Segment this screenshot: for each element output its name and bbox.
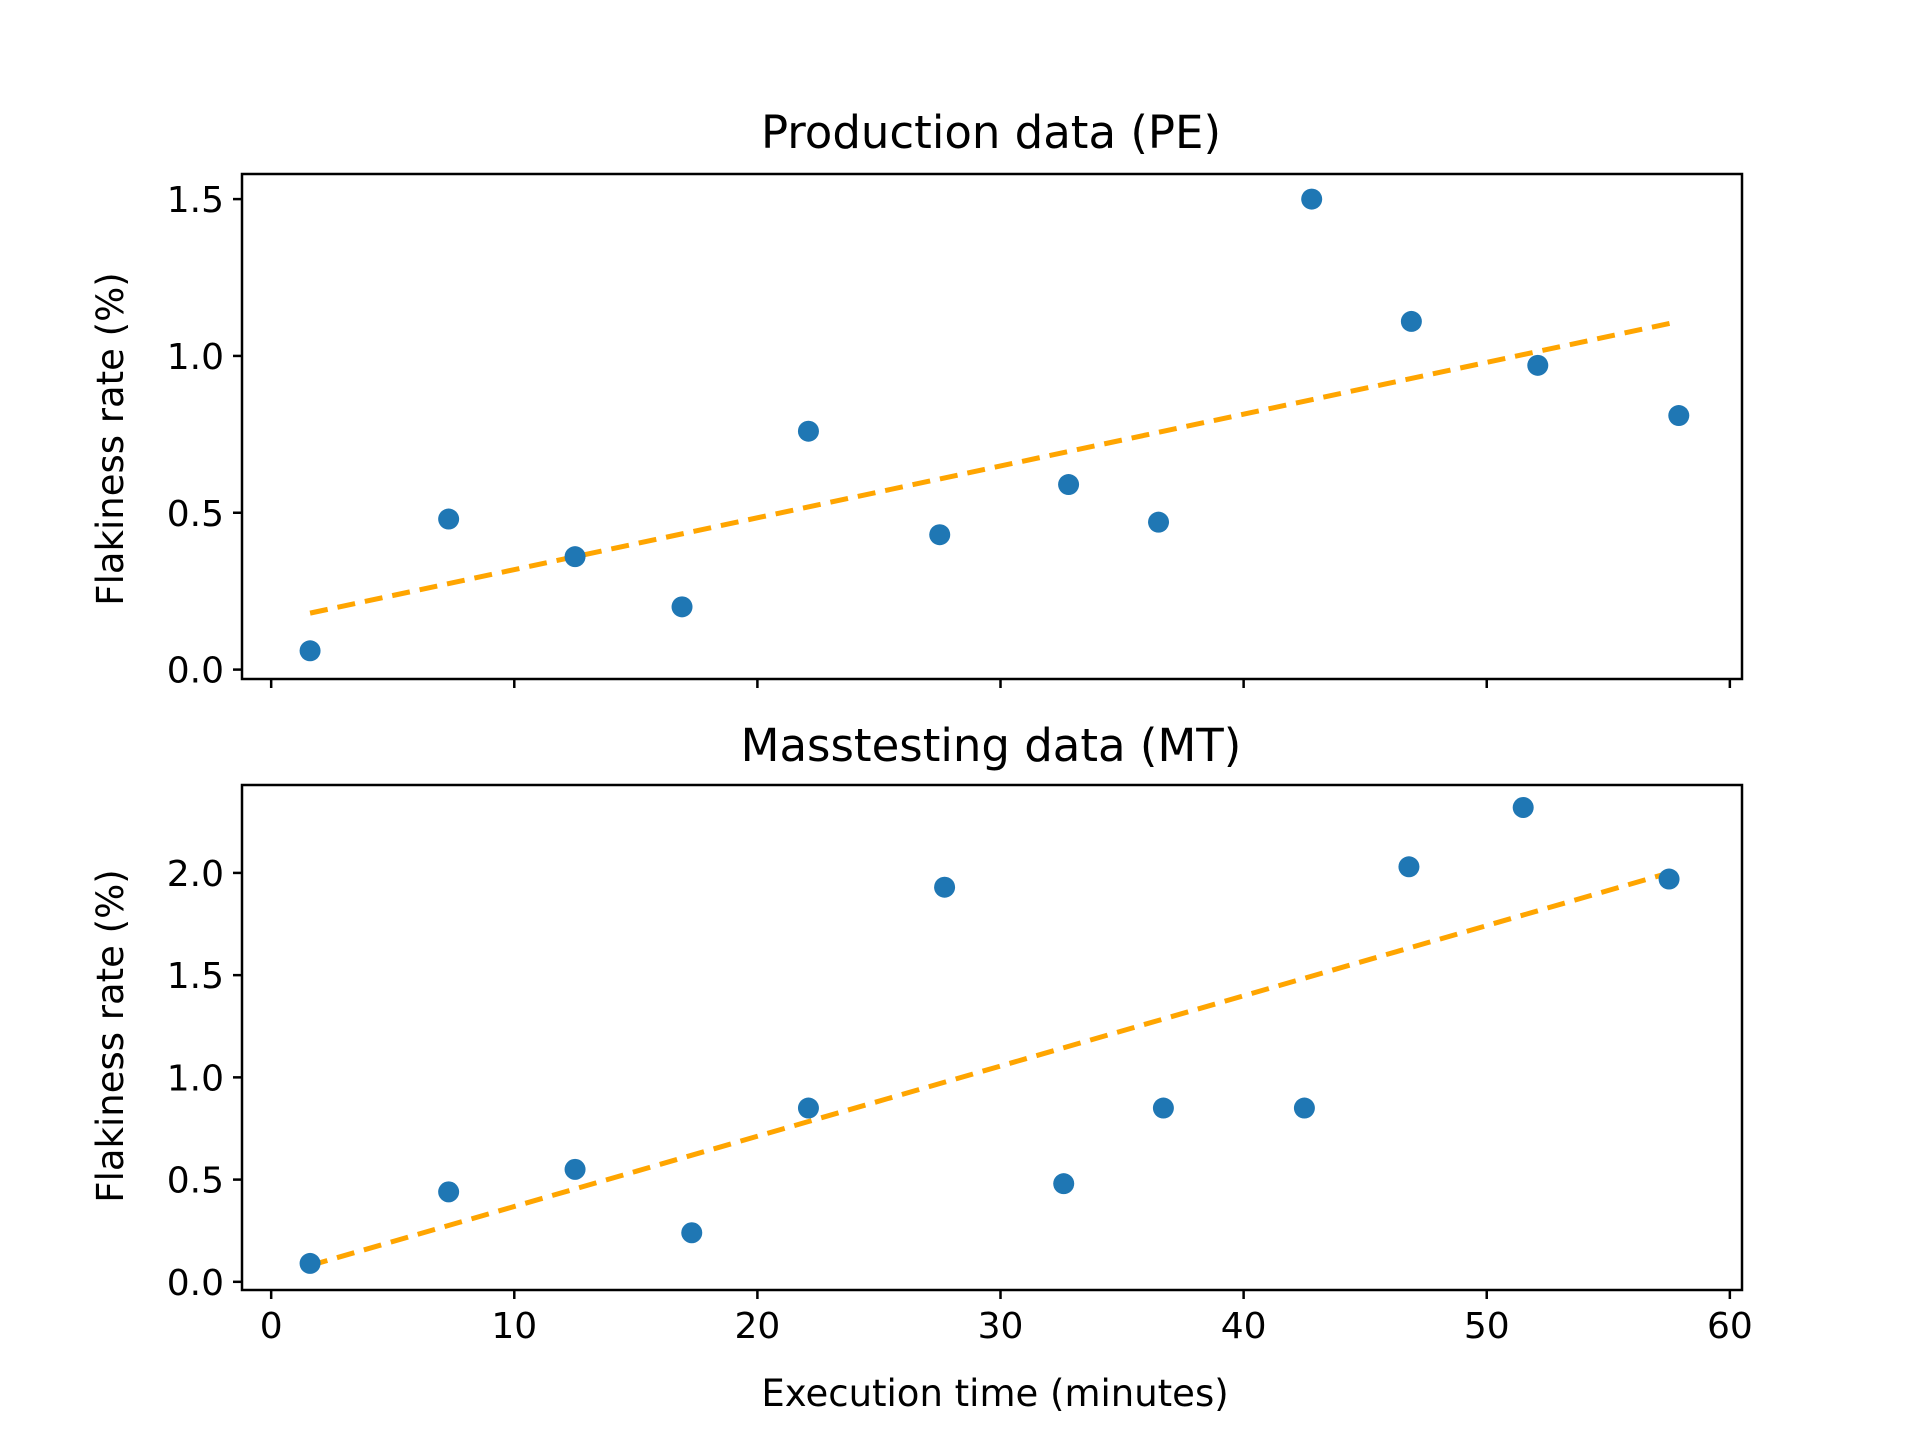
subplot-title: Production data (PE) [761, 106, 1221, 159]
y-tick-label: 0.0 [167, 1263, 224, 1304]
y-tick-label: 0.5 [167, 494, 224, 535]
data-point [1293, 1097, 1315, 1119]
data-point [299, 1252, 321, 1274]
data-point [671, 596, 693, 618]
x-tick-label: 60 [1707, 1306, 1753, 1347]
axes-frame [240, 172, 1744, 681]
x-tick-label: 40 [1221, 1306, 1267, 1347]
y-tick-label: 1.0 [167, 337, 224, 378]
data-point [1148, 511, 1170, 533]
data-point [934, 876, 956, 898]
data-point [797, 1097, 819, 1119]
data-point [438, 1181, 460, 1203]
trend-line [309, 318, 1680, 616]
y-axis-label: Flakiness rate (%) [89, 272, 132, 605]
x-tick-label: 30 [978, 1306, 1024, 1347]
subplot-title: Masstesting data (MT) [741, 719, 1242, 772]
y-tick-label: 1.5 [167, 180, 224, 221]
subplot-masstesting: Masstesting data (MT) Flakiness rate (%)… [89, 719, 1753, 1415]
x-tick-label: 10 [491, 1306, 537, 1347]
tick-group: 0 10 20 30 40 50 60 0.0 0.5 1.0 1.5 2.0 [167, 854, 1753, 1347]
plot-area [299, 796, 1680, 1274]
plot-area [299, 188, 1690, 662]
data-point [1400, 310, 1422, 332]
data-point [681, 1222, 703, 1244]
data-point [1152, 1097, 1174, 1119]
data-point [1658, 868, 1680, 890]
data-point [564, 1158, 586, 1180]
y-tick-label: 1.5 [167, 956, 224, 997]
data-point [1668, 405, 1690, 427]
x-axis-label: Execution time (minutes) [761, 1372, 1228, 1415]
data-point [564, 546, 586, 568]
x-tick-label: 20 [734, 1306, 780, 1347]
y-tick-label: 1.0 [167, 1058, 224, 1099]
x-tick-label: 0 [260, 1306, 283, 1347]
data-point [1058, 474, 1080, 496]
data-point [299, 640, 321, 662]
data-point [1053, 1173, 1075, 1195]
data-point [438, 508, 460, 530]
y-tick-label: 2.0 [167, 854, 224, 895]
axes-frame [240, 783, 1744, 1292]
y-tick-label: 0.5 [167, 1161, 224, 1202]
subplot-production: Production data (PE) Flakiness rate (%) … [89, 106, 1744, 692]
y-axis-label: Flakiness rate (%) [89, 869, 132, 1202]
tick-group: 0.0 0.5 1.0 1.5 [167, 180, 1732, 692]
data-point [929, 524, 951, 546]
data-point [1301, 188, 1323, 210]
x-tick-label: 50 [1464, 1306, 1510, 1347]
data-point [1512, 796, 1534, 818]
y-tick-label: 0.0 [167, 651, 224, 692]
data-point [1527, 354, 1549, 376]
trend-line [309, 870, 1670, 1268]
data-point [1398, 856, 1420, 878]
data-point [797, 420, 819, 442]
